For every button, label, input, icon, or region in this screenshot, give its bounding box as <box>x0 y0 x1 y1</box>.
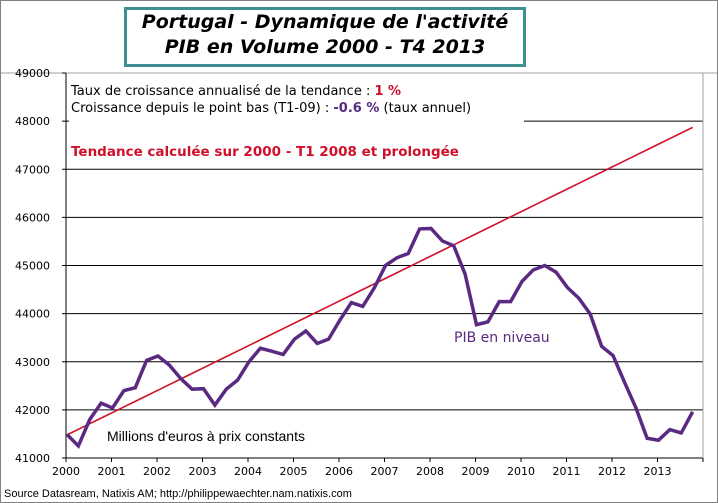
y-tick-label: 41000 <box>15 452 50 465</box>
x-tick-label: 2013 <box>644 465 672 478</box>
y-tick-label: 43000 <box>15 356 50 369</box>
y-tick-label: 45000 <box>15 260 50 273</box>
x-tick-label: 2012 <box>598 465 626 478</box>
y-tick-label: 47000 <box>15 163 50 176</box>
since-low-annotation: Croissance depuis le point bas (T1-09) :… <box>71 101 471 116</box>
unit-note: Millions d'euros à prix constants <box>107 428 305 444</box>
x-tick-label: 2003 <box>189 465 217 478</box>
title-line-1: Portugal - Dynamique de l'activité <box>141 11 509 33</box>
y-tick-label: 48000 <box>15 115 50 128</box>
y-tick-label: 42000 <box>15 404 50 417</box>
x-tick-label: 2008 <box>416 465 444 478</box>
pib-line <box>65 226 695 450</box>
x-tick-label: 2011 <box>553 465 581 478</box>
since-low-label: Croissance depuis le point bas (T1-09) : <box>71 101 334 116</box>
title-line-2: PIB en Volume 2000 - T4 2013 <box>164 36 486 58</box>
since-low-suffix: (taux annuel) <box>379 101 472 116</box>
y-tick-label: 49000 <box>15 67 50 80</box>
chart-title: Portugal - Dynamique de l'activité PIB e… <box>124 7 526 67</box>
source-note: Source Datasream, Natixis AM; http://phi… <box>4 488 352 500</box>
x-tick-label: 2006 <box>325 465 353 478</box>
x-tick-label: 2004 <box>234 465 262 478</box>
trend-line <box>66 126 693 436</box>
since-low-value: -0.6 % <box>333 101 380 116</box>
trend-note: Tendance calculée sur 2000 - T1 2008 et … <box>71 144 459 160</box>
x-tick-label: 2002 <box>143 465 171 478</box>
trend-rate-annotation: Taux de croissance annualisé de la tenda… <box>71 84 401 99</box>
y-tick-label: 44000 <box>15 308 50 321</box>
annotation-box <box>69 74 524 124</box>
trend-rate-value: 1 % <box>374 84 402 99</box>
x-tick-label: 2001 <box>98 465 126 478</box>
x-tick-label: 2000 <box>52 465 80 478</box>
x-tick-label: 2009 <box>462 465 490 478</box>
x-tick-label: 2005 <box>280 465 308 478</box>
trend-rate-label: Taux de croissance annualisé de la tenda… <box>71 84 375 99</box>
y-tick-label: 46000 <box>15 211 50 224</box>
x-tick-label: 2010 <box>507 465 535 478</box>
series-label-pib: PIB en niveau <box>454 330 550 346</box>
x-tick-label: 2007 <box>371 465 399 478</box>
